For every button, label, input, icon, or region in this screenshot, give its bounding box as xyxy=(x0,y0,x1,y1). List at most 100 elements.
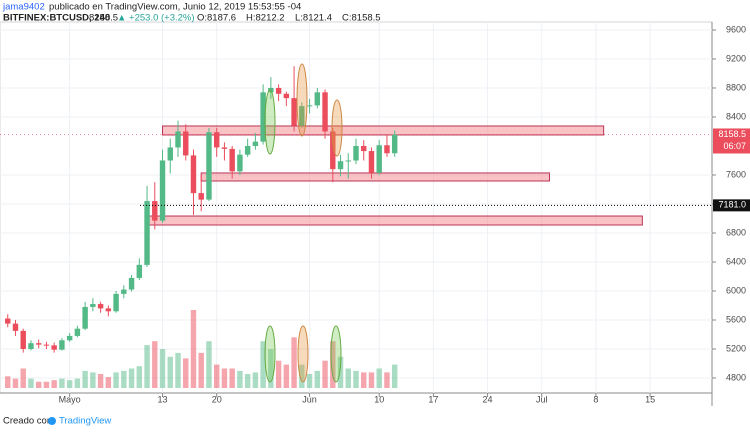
highlights xyxy=(264,63,343,383)
candle-body xyxy=(12,323,19,331)
volume-bar xyxy=(229,368,235,388)
volume-bar xyxy=(322,360,328,388)
candle-body xyxy=(275,87,282,94)
volume-bar xyxy=(97,373,104,388)
candle-body xyxy=(167,147,173,161)
volume-bar xyxy=(144,345,150,388)
candle-body xyxy=(28,343,34,349)
volume-bar xyxy=(159,349,166,388)
volume-bar xyxy=(268,349,274,388)
candle-body xyxy=(322,92,328,132)
volume-bar xyxy=(337,356,344,388)
volume-bar xyxy=(283,364,290,388)
candle-body xyxy=(90,304,96,307)
volume-bar xyxy=(345,368,351,388)
candle-body xyxy=(159,160,166,221)
volume-bar xyxy=(368,372,375,388)
volume-bar xyxy=(28,378,34,388)
volume-bar xyxy=(20,368,26,388)
highlight xyxy=(330,325,342,383)
y-tick-label: 4800 xyxy=(726,372,746,382)
candle-body xyxy=(337,161,344,170)
volume-bar xyxy=(128,368,135,388)
candle-body xyxy=(43,344,50,346)
change: ▲ +253.0 (+3.2%) xyxy=(117,13,195,24)
candle-body xyxy=(51,345,57,350)
symbol: BITFINEX:BTCUSD, 240 xyxy=(3,13,110,24)
candle-body xyxy=(35,343,42,345)
volume-bar xyxy=(213,364,220,388)
candle-body xyxy=(345,160,351,162)
candle-body xyxy=(183,131,189,156)
last-price-label: 8158.5 xyxy=(718,129,746,139)
volume-bar xyxy=(252,372,259,388)
candle-body xyxy=(361,145,367,152)
volume-bar xyxy=(152,341,158,388)
candle-body xyxy=(299,106,305,126)
candle-body xyxy=(237,154,243,172)
x-tick-label: 15 xyxy=(645,394,655,404)
volume-bar xyxy=(59,378,65,388)
candle-body xyxy=(314,92,321,106)
candle-body xyxy=(59,340,65,350)
candle-body xyxy=(330,131,336,170)
candle-body xyxy=(5,318,11,324)
candle-body xyxy=(82,306,88,329)
candle-body xyxy=(260,92,266,142)
volume-bar xyxy=(90,372,96,388)
hline-label: 7181.0 xyxy=(718,200,746,210)
y-tick-label: 5200 xyxy=(726,343,746,353)
volume-bar xyxy=(51,380,57,388)
published: publicado en TradingView.com, Junio 12, … xyxy=(49,2,301,13)
candle-body xyxy=(368,151,375,173)
candle-body xyxy=(376,145,382,173)
volume-bar xyxy=(35,381,42,388)
brand[interactable]: TradingView xyxy=(59,416,111,427)
highlight xyxy=(264,89,276,155)
close: C:8158.5 xyxy=(342,13,381,24)
candle-body xyxy=(229,148,235,172)
candle-body xyxy=(283,93,290,99)
volume-bar xyxy=(275,360,282,388)
user[interactable]: jama9402 xyxy=(2,2,45,13)
volume-bar xyxy=(113,372,119,388)
volume-bar xyxy=(206,341,212,388)
x-tick-label: 17 xyxy=(428,394,438,404)
candle-body xyxy=(152,201,158,221)
candle-body xyxy=(384,145,390,154)
volume-bar xyxy=(167,356,173,388)
candle-body xyxy=(121,289,127,294)
candle-body xyxy=(74,328,81,336)
x-tick-label: Jun xyxy=(302,394,317,404)
volume-bar xyxy=(244,373,251,388)
open: O:8187.6 xyxy=(197,13,236,24)
volume-bar xyxy=(136,366,143,388)
highlight xyxy=(264,325,276,383)
y-tick-label: 6800 xyxy=(726,227,746,237)
volume-bar xyxy=(175,352,181,388)
candle-body xyxy=(252,141,259,146)
candle-body xyxy=(175,131,181,148)
y-tick-label: 6000 xyxy=(726,285,746,295)
volume-bar xyxy=(237,370,243,388)
volume-bar xyxy=(376,368,382,388)
volume-bar xyxy=(391,364,398,388)
zone xyxy=(162,125,605,136)
candle-body xyxy=(198,193,204,200)
candle-body xyxy=(144,201,150,265)
volume-bar xyxy=(66,380,73,388)
volume-bar xyxy=(306,373,313,388)
volume-bar xyxy=(291,337,297,388)
candle-body xyxy=(291,98,297,126)
hline-label-box xyxy=(713,199,750,212)
footer-text: Creado con xyxy=(3,416,52,427)
volume-bar xyxy=(299,364,305,388)
y-tick-label: 9600 xyxy=(726,24,746,34)
countdown: 06:07 xyxy=(723,141,746,151)
x-tick-label: 13 xyxy=(158,394,168,404)
volume-bar xyxy=(384,372,390,388)
x-tick-label: 24 xyxy=(483,394,493,404)
candle-body xyxy=(306,105,313,107)
candle-body xyxy=(97,304,104,309)
y-tick-label: 8400 xyxy=(726,111,746,121)
